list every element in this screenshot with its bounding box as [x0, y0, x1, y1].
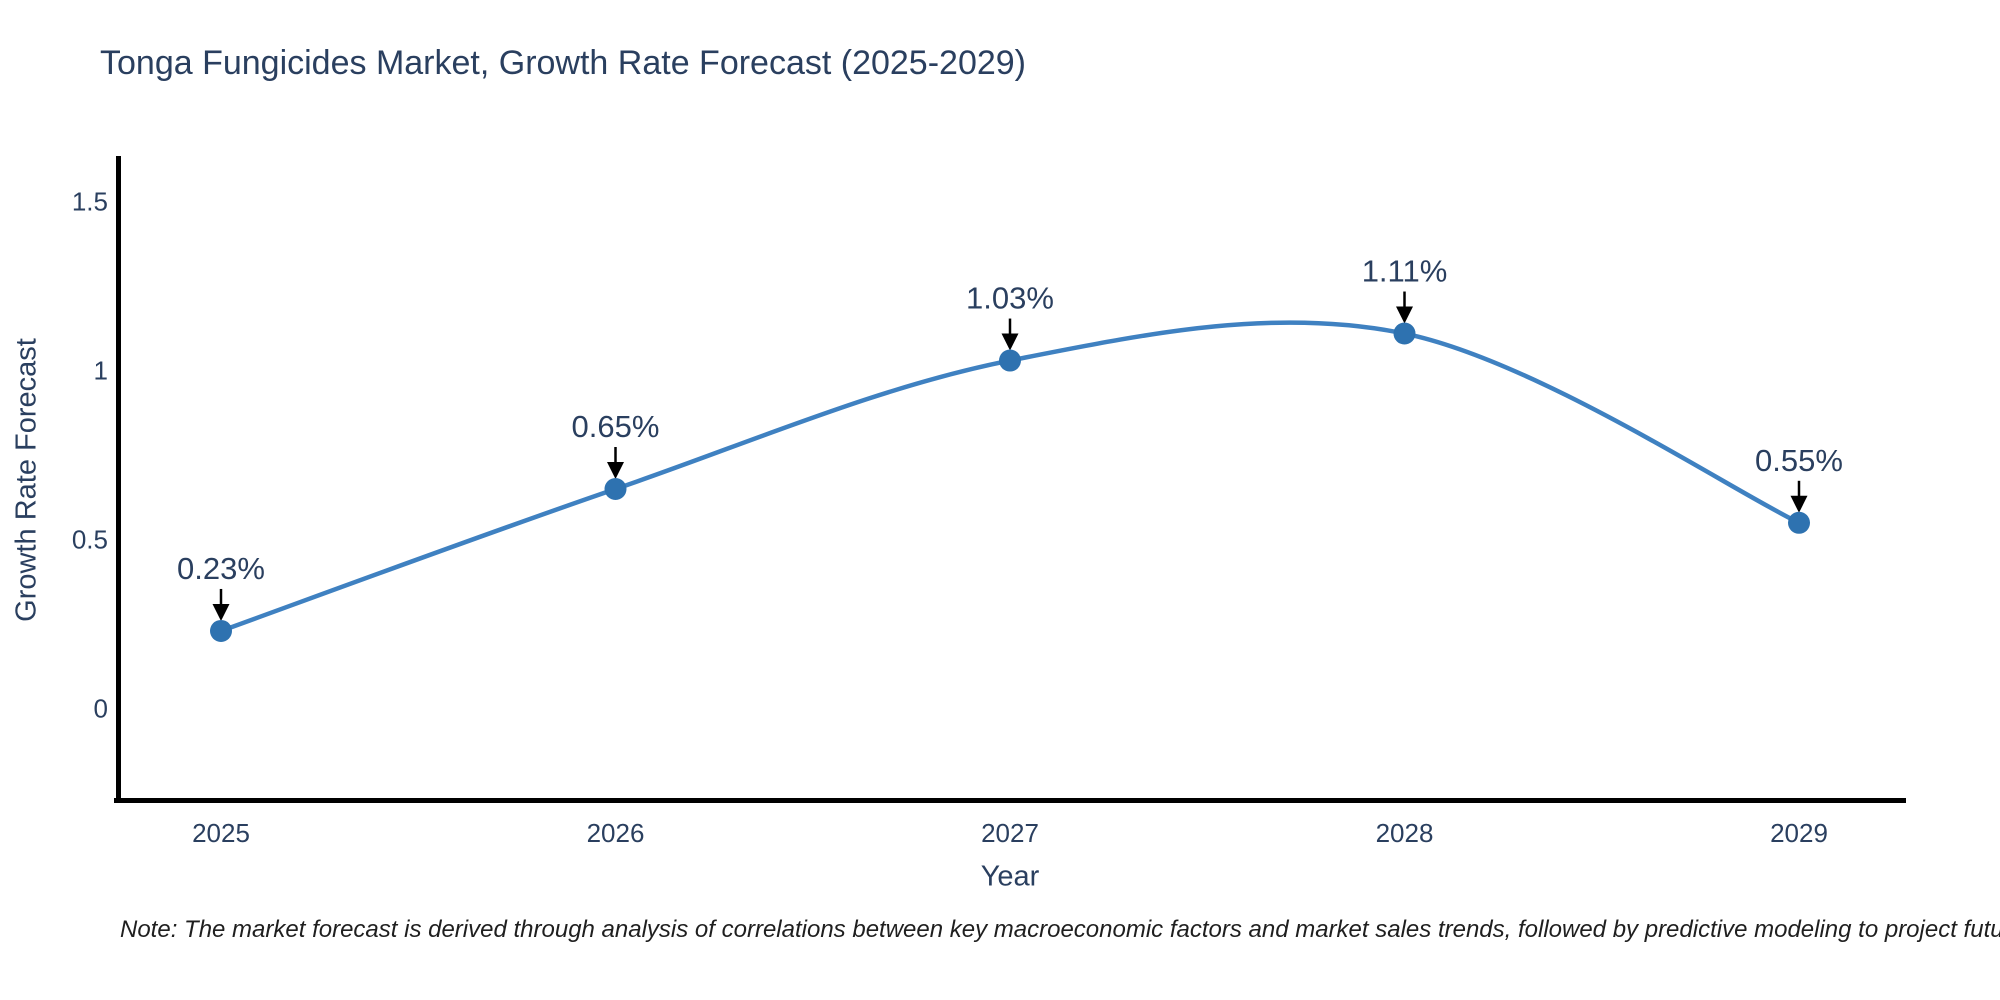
chart-title: Tonga Fungicides Market, Growth Rate For… — [100, 44, 1027, 82]
x-tick-label: 2026 — [587, 818, 645, 848]
y-tick-label: 0 — [94, 694, 108, 724]
x-tick-label: 2027 — [981, 818, 1039, 848]
y-axis-line — [116, 156, 121, 803]
footnote: Note: The market forecast is derived thr… — [120, 916, 2000, 943]
x-axis-title: Year — [980, 860, 1040, 893]
annotation-arrowhead — [1396, 306, 1413, 324]
data-point-marker — [1788, 511, 1810, 534]
annotation-arrowhead — [1001, 333, 1019, 351]
x-tick-label: 2028 — [1376, 818, 1434, 848]
annotation-arrowhead — [212, 603, 230, 621]
data-point-marker — [1393, 322, 1416, 345]
data-point-label: 0.23% — [177, 551, 265, 586]
y-tick-label: 0.5 — [72, 525, 108, 555]
data-point-label: 0.65% — [572, 409, 660, 444]
data-point-label: 1.03% — [966, 281, 1054, 316]
data-point-label: 0.55% — [1755, 443, 1843, 478]
annotation-arrowhead — [1790, 495, 1808, 513]
x-axis-line — [114, 798, 1906, 803]
data-point-marker — [210, 619, 232, 642]
annotation-arrowhead — [607, 462, 624, 479]
data-point-label: 1.11% — [1362, 254, 1448, 289]
data-point-marker — [999, 349, 1021, 372]
data-point-marker — [604, 478, 627, 500]
y-tick-label: 1.5 — [72, 187, 108, 217]
y-tick-label: 1 — [94, 356, 108, 386]
x-tick-label: 2025 — [192, 818, 250, 848]
x-tick-label: 2029 — [1770, 818, 1828, 848]
